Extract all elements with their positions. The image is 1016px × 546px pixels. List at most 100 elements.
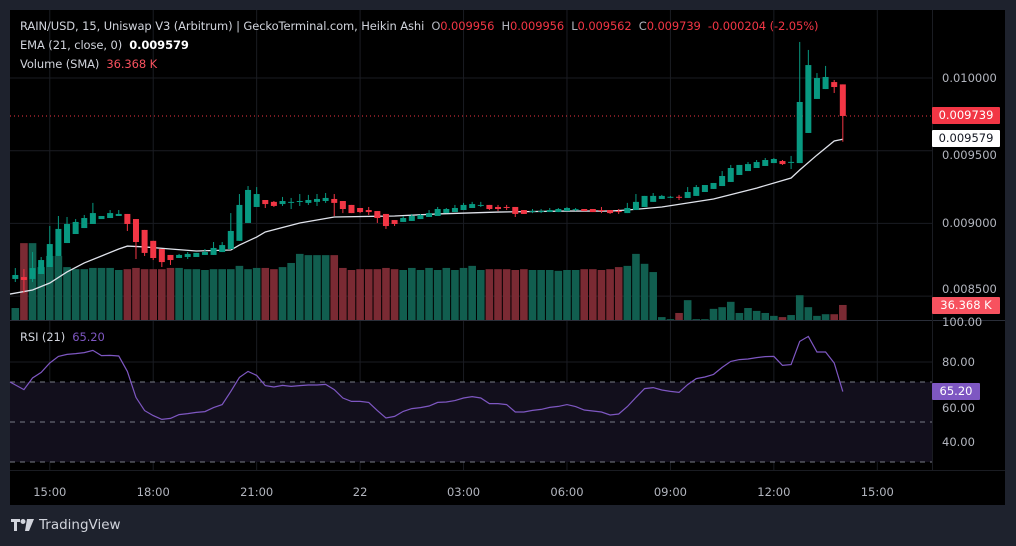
candle-body	[12, 275, 19, 279]
candle-body	[753, 162, 760, 169]
candle-body	[391, 220, 398, 224]
volume-bar	[304, 255, 313, 320]
price-tick-label: 0.008500	[942, 282, 997, 296]
time-tick-label: 09:00	[653, 485, 687, 499]
candle-body	[477, 204, 484, 206]
symbol-legend: RAIN/USD, 15, Uniswap V3 (Arbitrum) | Ge…	[20, 19, 819, 33]
candle-body	[374, 211, 381, 219]
volume-bar	[563, 270, 571, 320]
candle-body	[434, 209, 441, 216]
volume-bar	[761, 312, 770, 320]
candle-body	[314, 198, 320, 202]
ema-value: 0.009579	[129, 38, 189, 52]
volume-bar	[795, 295, 804, 320]
volume-bar	[244, 269, 252, 320]
candle-body	[150, 240, 157, 259]
volume-bar	[804, 307, 813, 320]
volume-bar	[830, 314, 838, 320]
price-tick-label: 0.009500	[942, 148, 997, 162]
candle-body	[262, 199, 269, 205]
ema-line	[9, 138, 843, 295]
volume-bar	[71, 269, 80, 320]
candle-body	[805, 65, 812, 133]
volume-bar	[675, 312, 683, 320]
candle-body	[365, 210, 372, 213]
volume-bar	[606, 269, 614, 320]
volume-bar	[54, 255, 63, 320]
volume-bar	[744, 308, 752, 320]
volume-bar	[45, 255, 54, 320]
ema-legend[interactable]: EMA (21, close, 0) 0.009579	[20, 38, 189, 52]
candle-body	[555, 209, 562, 213]
volume-bar	[683, 300, 692, 320]
rsi-value: 65.20	[72, 330, 105, 344]
candle-body	[538, 210, 545, 212]
volume-bar	[321, 255, 330, 320]
volume-bar	[537, 270, 545, 320]
tradingview-logo[interactable]: TradingView	[11, 517, 121, 533]
candle-body	[520, 210, 527, 214]
candle-body	[512, 206, 519, 214]
volume-bar	[623, 265, 632, 320]
volume-bar	[373, 269, 382, 320]
candle-body	[650, 195, 657, 202]
time-tick-label: 12:00	[757, 485, 791, 499]
candle-body	[193, 252, 200, 257]
candle-body	[400, 218, 407, 222]
volume-bar	[63, 267, 71, 320]
candle-body	[624, 207, 631, 214]
volume-bar	[330, 255, 339, 320]
volume-bar	[201, 270, 209, 320]
volume-bar	[520, 269, 528, 320]
candle-body	[495, 206, 502, 210]
volume-bar	[528, 270, 537, 320]
candle-body	[227, 230, 234, 249]
volume-bar	[425, 267, 433, 320]
candle-body	[64, 223, 71, 244]
volume-bar	[80, 269, 89, 320]
candle-body	[98, 215, 105, 220]
volume-legend[interactable]: Volume (SMA) 36.368 K	[20, 57, 157, 71]
candle-body	[813, 78, 820, 99]
volume-bar	[89, 267, 97, 320]
candle-body	[46, 244, 53, 268]
candle-body	[486, 204, 493, 210]
volume-bar	[149, 269, 158, 320]
candle-body	[469, 204, 476, 208]
candle-body	[339, 201, 346, 210]
candle-body	[632, 201, 639, 211]
volume-bar	[158, 269, 166, 320]
volume-bar	[580, 269, 589, 320]
volume-bar	[459, 267, 468, 320]
volume-bar	[787, 315, 795, 320]
rsi-badge: 65.20	[932, 383, 980, 400]
time-tick-label: 18:00	[136, 485, 170, 499]
volume-bar	[416, 270, 425, 320]
candle-body	[693, 187, 700, 196]
symbol-title[interactable]: RAIN/USD, 15, Uniswap V3 (Arbitrum) | Ge…	[20, 19, 425, 33]
volume-bar	[132, 267, 140, 320]
candle-body	[460, 204, 467, 211]
volume-bar	[494, 269, 502, 320]
candle-body	[667, 196, 674, 198]
candle-body	[831, 82, 838, 88]
rsi-legend[interactable]: RSI (21) 65.20	[20, 330, 105, 344]
tradingview-brand: TradingView	[39, 517, 121, 533]
candle-body	[219, 245, 226, 253]
candle-body	[736, 164, 743, 175]
candle-body	[201, 252, 208, 255]
volume-bar	[140, 269, 149, 320]
candle-body	[124, 213, 131, 224]
candle-body	[676, 196, 683, 198]
candle-body	[141, 229, 148, 253]
volume-bar	[106, 267, 114, 320]
candle-body	[443, 209, 450, 214]
volume-bar	[442, 267, 451, 320]
candle-body	[107, 213, 114, 219]
candle-body	[348, 204, 355, 214]
ema-label: EMA (21, close, 0)	[20, 38, 123, 52]
candle-body	[701, 185, 708, 192]
time-tick-label: 06:00	[550, 485, 584, 499]
candle-body	[296, 201, 303, 203]
